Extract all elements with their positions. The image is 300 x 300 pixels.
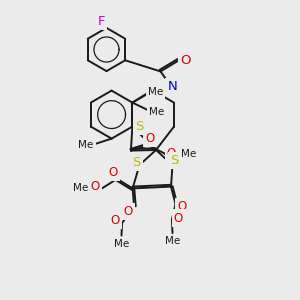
Text: N: N — [148, 83, 158, 97]
Text: O: O — [124, 205, 133, 218]
Text: Me: Me — [79, 140, 94, 151]
Text: O: O — [109, 166, 118, 179]
Text: Me: Me — [74, 183, 88, 194]
Text: Me: Me — [149, 106, 165, 117]
Text: Me: Me — [166, 236, 181, 247]
Text: Me: Me — [114, 239, 129, 249]
Text: N: N — [167, 80, 177, 94]
Text: O: O — [180, 53, 190, 67]
Text: Me: Me — [181, 148, 196, 159]
Text: O: O — [167, 147, 176, 160]
Text: O: O — [111, 214, 120, 227]
Text: O: O — [178, 200, 187, 214]
Text: O: O — [174, 212, 183, 225]
Text: O: O — [145, 132, 154, 145]
Text: S: S — [135, 120, 143, 133]
Text: F: F — [97, 15, 105, 28]
Text: S: S — [170, 154, 178, 167]
Text: Me: Me — [148, 87, 164, 97]
Text: O: O — [91, 180, 100, 194]
Text: S: S — [132, 155, 141, 169]
